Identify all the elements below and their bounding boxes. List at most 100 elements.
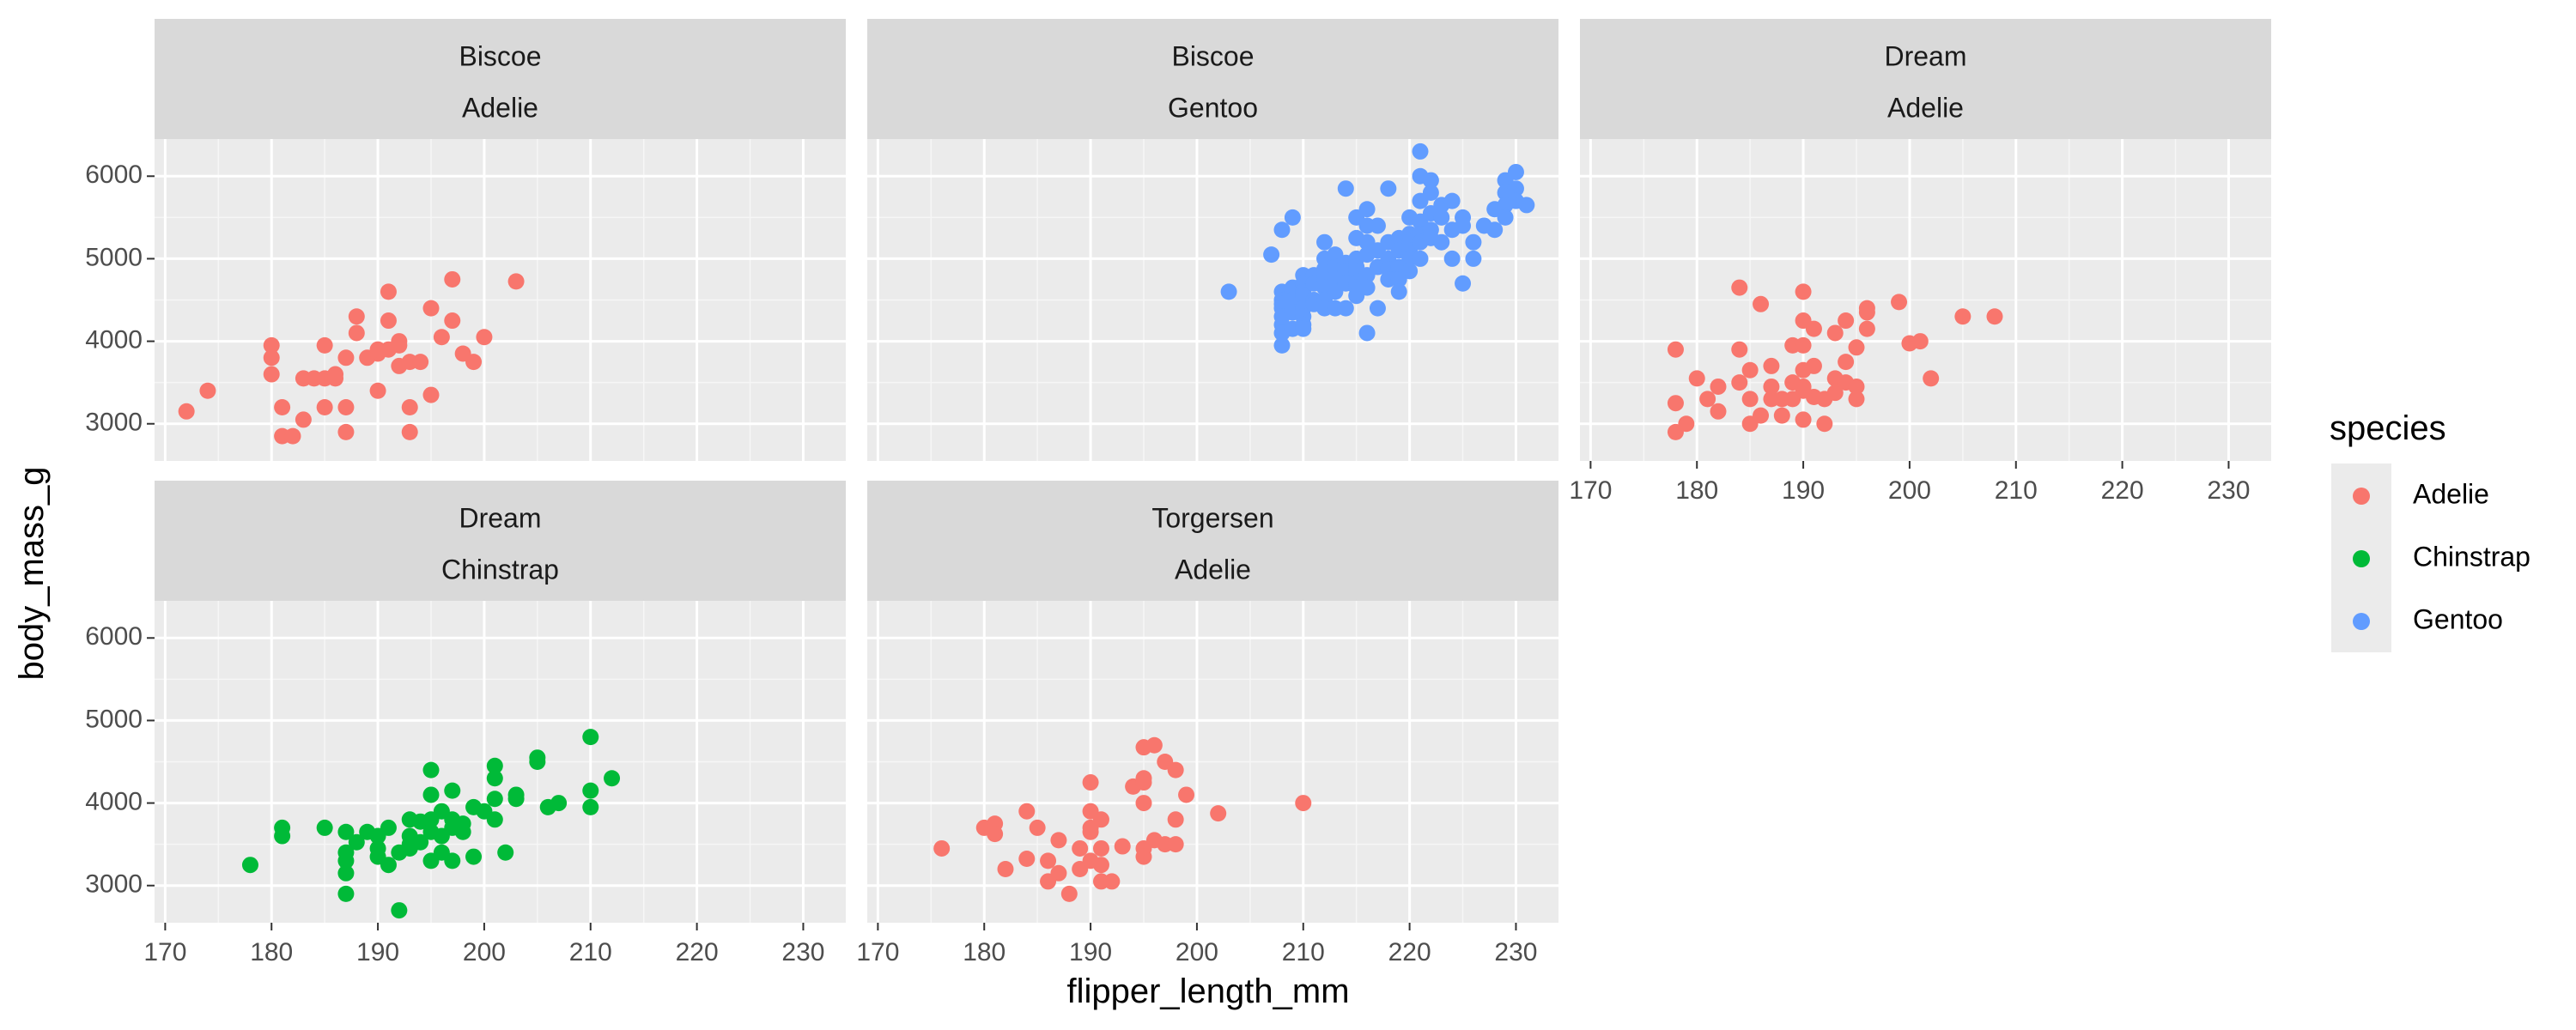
- data-point: [1805, 357, 1822, 374]
- data-point: [1135, 795, 1152, 812]
- data-point: [1018, 803, 1036, 820]
- data-point: [1220, 283, 1237, 300]
- x-tick-label: 190: [356, 938, 399, 966]
- data-point: [1358, 201, 1376, 218]
- data-point: [507, 273, 525, 290]
- y-tick-label: 5000: [85, 243, 143, 271]
- data-point: [1805, 320, 1822, 337]
- data-point: [433, 329, 450, 346]
- data-point: [1741, 391, 1759, 408]
- legend-key: [2353, 550, 2370, 567]
- data-point: [295, 411, 312, 428]
- data-point: [1060, 885, 1078, 902]
- data-point: [1167, 761, 1184, 779]
- data-point: [1678, 415, 1695, 433]
- data-point: [454, 823, 471, 840]
- panel-torgersen-adelie: Torgersen Adelie 170 180 190 200 210 220 230: [856, 481, 1558, 966]
- data-point: [263, 349, 280, 367]
- data-point: [1848, 339, 1865, 356]
- data-point: [316, 819, 333, 836]
- data-point: [337, 885, 355, 902]
- data-point: [274, 399, 291, 415]
- data-point: [550, 795, 568, 812]
- y-tick-label: 3000: [85, 870, 143, 899]
- x-tick-label: 170: [856, 938, 899, 966]
- data-point: [1911, 333, 1929, 350]
- x-tick-label: 200: [1176, 938, 1218, 966]
- data-point: [422, 761, 440, 779]
- data-point: [997, 861, 1014, 877]
- x-tick-label: 190: [1782, 476, 1825, 505]
- data-point: [987, 826, 1004, 843]
- data-point: [1103, 873, 1121, 890]
- x-tick-label: 180: [250, 938, 293, 966]
- data-point: [327, 366, 344, 383]
- data-point: [1710, 378, 1727, 395]
- data-point: [1816, 415, 1833, 433]
- data-point: [1753, 407, 1770, 424]
- data-point: [1433, 233, 1450, 251]
- data-point: [337, 423, 355, 440]
- data-point: [1497, 209, 1514, 226]
- data-point: [1795, 411, 1812, 428]
- data-point: [369, 382, 386, 399]
- data-point: [401, 399, 418, 415]
- data-point: [1369, 217, 1386, 234]
- x-tick-label: 170: [143, 938, 186, 966]
- data-point: [1358, 279, 1376, 296]
- data-point: [380, 819, 397, 836]
- data-point: [1029, 819, 1046, 836]
- data-point: [1795, 336, 1812, 354]
- data-point: [348, 308, 365, 325]
- data-point: [1465, 250, 1482, 267]
- data-point: [1507, 180, 1524, 197]
- strip-label-species: Chinstrap: [441, 554, 559, 585]
- data-point: [1891, 294, 1908, 311]
- x-tick-label: 220: [1388, 938, 1431, 966]
- data-point: [1295, 795, 1312, 812]
- data-point: [1145, 736, 1163, 754]
- x-tick-label: 210: [1282, 938, 1325, 966]
- data-point: [1433, 209, 1450, 226]
- data-point: [1167, 811, 1184, 828]
- legend-item-adelie: Adelie: [2353, 478, 2489, 509]
- data-point: [1455, 217, 1472, 234]
- data-point: [933, 839, 951, 857]
- y-tick-label: 5000: [85, 705, 143, 733]
- data-point: [1273, 336, 1291, 354]
- legend-label: Adelie: [2413, 478, 2489, 509]
- data-point: [1923, 370, 1940, 387]
- x-tick-label: 180: [1675, 476, 1718, 505]
- data-point: [582, 798, 599, 815]
- strip-label-species: Adelie: [1887, 92, 1964, 123]
- data-point: [1210, 805, 1227, 822]
- data-point: [1763, 357, 1780, 374]
- strip-label-island: Dream: [1884, 40, 1966, 71]
- data-point: [316, 399, 333, 415]
- data-point: [391, 333, 408, 350]
- data-point: [486, 770, 503, 787]
- data-point: [380, 857, 397, 874]
- data-point: [1986, 308, 2003, 325]
- data-point: [1731, 279, 1748, 296]
- legend-label: Chinstrap: [2413, 541, 2530, 572]
- x-tick-label: 200: [463, 938, 506, 966]
- data-point: [529, 754, 546, 770]
- legend: species Adelie Chinstrap Gentoo: [2330, 409, 2530, 652]
- data-point: [1412, 142, 1429, 160]
- data-point: [1667, 395, 1684, 412]
- data-point: [1050, 864, 1067, 882]
- data-point: [1826, 324, 1844, 342]
- data-point: [263, 336, 280, 354]
- x-tick-label: 230: [1494, 938, 1537, 966]
- data-point: [337, 823, 355, 840]
- facet-strip: [867, 19, 1558, 139]
- data-point: [1838, 354, 1855, 371]
- x-tick-label: 230: [2207, 476, 2250, 505]
- y-tick-label: 6000: [85, 161, 143, 189]
- data-point: [1092, 811, 1109, 828]
- panels-layer: Biscoe Adelie 3000 4000 5000 6000 Biscoe Gentoo…: [85, 19, 2271, 966]
- data-point: [380, 283, 397, 300]
- data-point: [465, 354, 483, 371]
